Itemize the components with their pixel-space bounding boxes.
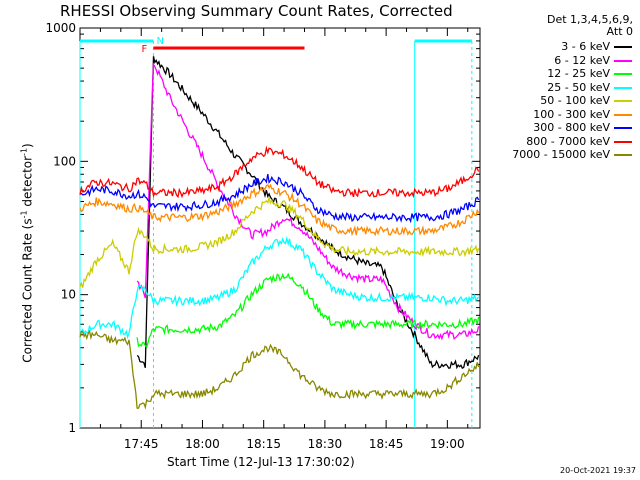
night-flag-label: N	[156, 36, 163, 47]
detector-list: Det 1,3,4,5,6,9,	[546, 13, 633, 26]
legend-swatch	[614, 127, 632, 129]
series-line-7	[79, 145, 480, 199]
legend-entry: 25 - 50 keV	[484, 81, 634, 95]
legend-entry: 7000 - 15000 keV	[484, 148, 634, 162]
legend-swatch	[614, 46, 632, 48]
legend-label: 3 - 6 keV	[561, 40, 610, 53]
series-line-5	[79, 183, 480, 237]
chart-title: RHESSI Observing Summary Count Rates, Co…	[60, 2, 453, 20]
legend-entry: 3 - 6 keV	[484, 40, 634, 54]
flare-flag-label: F	[141, 44, 147, 55]
y-tick-label: 1	[68, 421, 76, 435]
y-tick-label: 1000	[45, 21, 76, 35]
legend-swatch	[614, 73, 632, 75]
legend-label: 25 - 50 keV	[547, 80, 610, 94]
legend-entry: 50 - 100 keV	[484, 94, 634, 108]
legend-entry: 100 - 300 keV	[484, 108, 634, 122]
y-tick-label: 100	[53, 154, 76, 168]
series-line-0	[136, 56, 480, 370]
legend-swatch	[614, 86, 632, 89]
legend-swatch	[614, 113, 632, 116]
plot-frame	[79, 27, 481, 429]
y-axis-label: Corrected Count Rate (s-1 detector-1)	[19, 143, 35, 363]
x-tick-label: 18:00	[185, 437, 220, 451]
legend-entry: 6 - 12 keV	[484, 54, 634, 68]
legend-label: 50 - 100 keV	[540, 94, 610, 107]
legend-label: 6 - 12 keV	[554, 53, 610, 67]
legend-label: 12 - 25 keV	[547, 67, 610, 80]
series-line-8	[79, 329, 480, 410]
series-line-4	[79, 195, 480, 288]
legend-label: 300 - 800 keV	[533, 121, 610, 134]
legend-label: 800 - 7000 keV	[526, 134, 610, 148]
x-tick-label: 17:45	[124, 437, 159, 451]
x-tick-label: 18:45	[369, 437, 404, 451]
legend-entry: 800 - 7000 keV	[484, 135, 634, 149]
detector-info: Det 1,3,4,5,6,9, Att 0	[495, 14, 633, 38]
series-line-2	[136, 272, 480, 349]
legend: 3 - 6 keV 6 - 12 keV 12 - 25 keV 25 - 50 ke…	[484, 40, 634, 162]
legend-entry: 300 - 800 keV	[484, 121, 634, 135]
series-line-1	[136, 62, 480, 341]
legend-swatch	[614, 140, 632, 143]
legend-swatch	[614, 100, 632, 102]
series-line-3	[79, 235, 480, 340]
legend-swatch	[614, 154, 632, 156]
legend-swatch	[614, 59, 632, 62]
attenuator-state: Att 0	[606, 25, 633, 38]
legend-entry: 12 - 25 keV	[484, 67, 634, 81]
series-line-6	[79, 173, 480, 224]
y-tick-label: 10	[61, 288, 76, 302]
x-axis-label: Start Time (12-Jul-13 17:30:02)	[167, 455, 355, 469]
x-tick-label: 18:15	[246, 437, 281, 451]
x-tick-label: 18:30	[308, 437, 343, 451]
generated-timestamp: 20-Oct-2021 19:37	[560, 466, 636, 475]
x-tick-label: 19:00	[430, 437, 465, 451]
legend-label: 100 - 300 keV	[533, 107, 610, 121]
legend-label: 7000 - 15000 keV	[512, 148, 610, 161]
